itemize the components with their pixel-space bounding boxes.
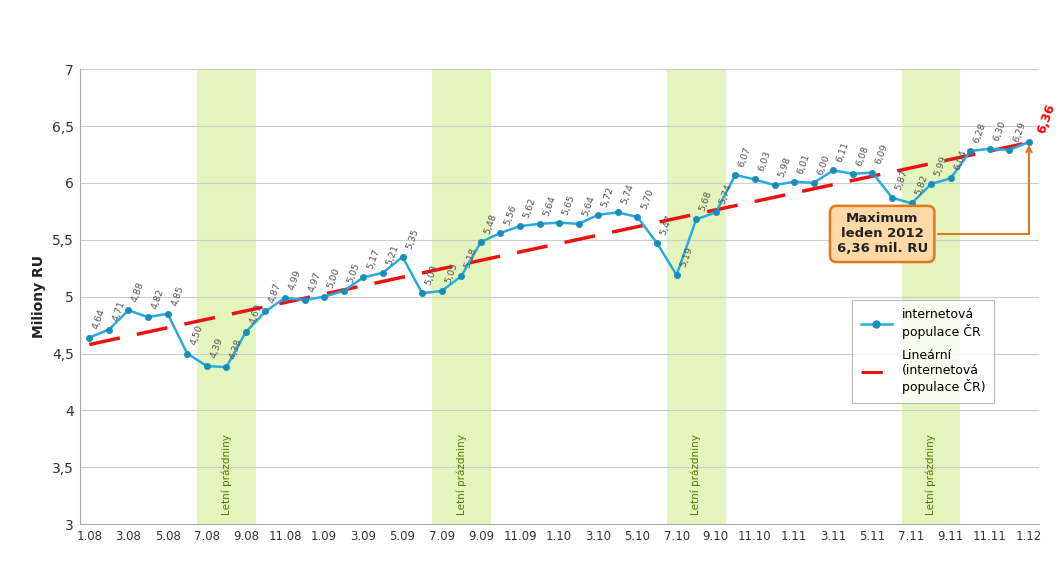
Text: 4,99: 4,99 (287, 268, 303, 291)
Text: 6,03: 6,03 (757, 150, 773, 173)
Text: 6,00: 6,00 (815, 153, 831, 176)
Text: 6,30: 6,30 (992, 119, 1007, 142)
Text: 6,04: 6,04 (953, 149, 968, 172)
Bar (667, 69, 725, 524)
Text: 4,38: 4,38 (228, 338, 244, 361)
Text: 5,21: 5,21 (385, 243, 401, 266)
Text: 5,56: 5,56 (502, 203, 518, 226)
Text: 5,64: 5,64 (542, 194, 558, 217)
Text: 4,64: 4,64 (91, 308, 107, 331)
Text: Letní prázdniny: Letní prázdniny (925, 434, 936, 515)
Text: 5,19: 5,19 (678, 245, 694, 268)
Text: 5,35: 5,35 (405, 227, 420, 250)
Text: 4,69: 4,69 (248, 302, 264, 325)
Text: 5,00: 5,00 (326, 267, 341, 290)
Text: 4,71: 4,71 (111, 300, 126, 323)
Legend: internetová
populace ČR, Lineární
(internetová
populace ČR): internetová populace ČR, Lineární (inter… (852, 300, 994, 403)
Text: 4,50: 4,50 (189, 324, 205, 347)
Y-axis label: Miliony RU: Miliony RU (33, 255, 47, 338)
Text: 5,99: 5,99 (933, 154, 949, 177)
Text: 5,72: 5,72 (600, 185, 616, 208)
Text: 5,70: 5,70 (639, 187, 655, 210)
Text: 5,17: 5,17 (366, 248, 381, 271)
Text: Vývoj velikosti internetové populace ČR: Vývoj velikosti internetové populace ČR (13, 14, 668, 47)
Text: 5,98: 5,98 (777, 156, 792, 179)
Text: 4,39: 4,39 (209, 336, 225, 359)
Text: 5,82: 5,82 (914, 174, 930, 196)
Text: 5,74: 5,74 (718, 183, 734, 206)
Text: 5,05: 5,05 (444, 262, 459, 284)
Text: 6,36: 6,36 (1035, 102, 1058, 135)
Text: 6,07: 6,07 (738, 145, 753, 168)
Text: Letní prázdniny: Letní prázdniny (222, 434, 231, 515)
Text: 6,09: 6,09 (874, 143, 890, 166)
Text: 6,28: 6,28 (972, 122, 988, 144)
Text: 5,48: 5,48 (482, 213, 498, 235)
Bar (197, 69, 255, 524)
Text: Letní prázdniny: Letní prázdniny (691, 434, 702, 515)
Bar (902, 69, 960, 524)
Text: 5,65: 5,65 (561, 193, 577, 216)
Text: 5,68: 5,68 (699, 190, 713, 213)
Bar (431, 69, 491, 524)
Text: 4,82: 4,82 (149, 287, 165, 310)
Text: 4,97: 4,97 (306, 270, 322, 293)
Text: 5,87: 5,87 (894, 168, 909, 191)
Text: 6,01: 6,01 (796, 152, 812, 175)
Text: 4,88: 4,88 (130, 281, 146, 304)
Text: 5,18: 5,18 (463, 247, 479, 270)
Text: Letní prázdniny: Letní prázdniny (456, 434, 466, 515)
Text: 5,74: 5,74 (620, 183, 636, 206)
Text: 6,29: 6,29 (1011, 120, 1027, 143)
Text: 5,03: 5,03 (424, 263, 440, 286)
Text: Maximum
leden 2012
6,36 mil. RU: Maximum leden 2012 6,36 mil. RU (836, 147, 1031, 256)
Text: 4,85: 4,85 (170, 284, 185, 307)
Text: 5,64: 5,64 (581, 194, 597, 217)
Text: 5,47: 5,47 (659, 214, 674, 236)
Text: 4,87: 4,87 (267, 282, 283, 305)
Text: 5,62: 5,62 (522, 196, 537, 219)
Text: 6,08: 6,08 (854, 144, 870, 167)
Text: 5,05: 5,05 (346, 262, 361, 284)
Text: 6,11: 6,11 (835, 141, 851, 164)
